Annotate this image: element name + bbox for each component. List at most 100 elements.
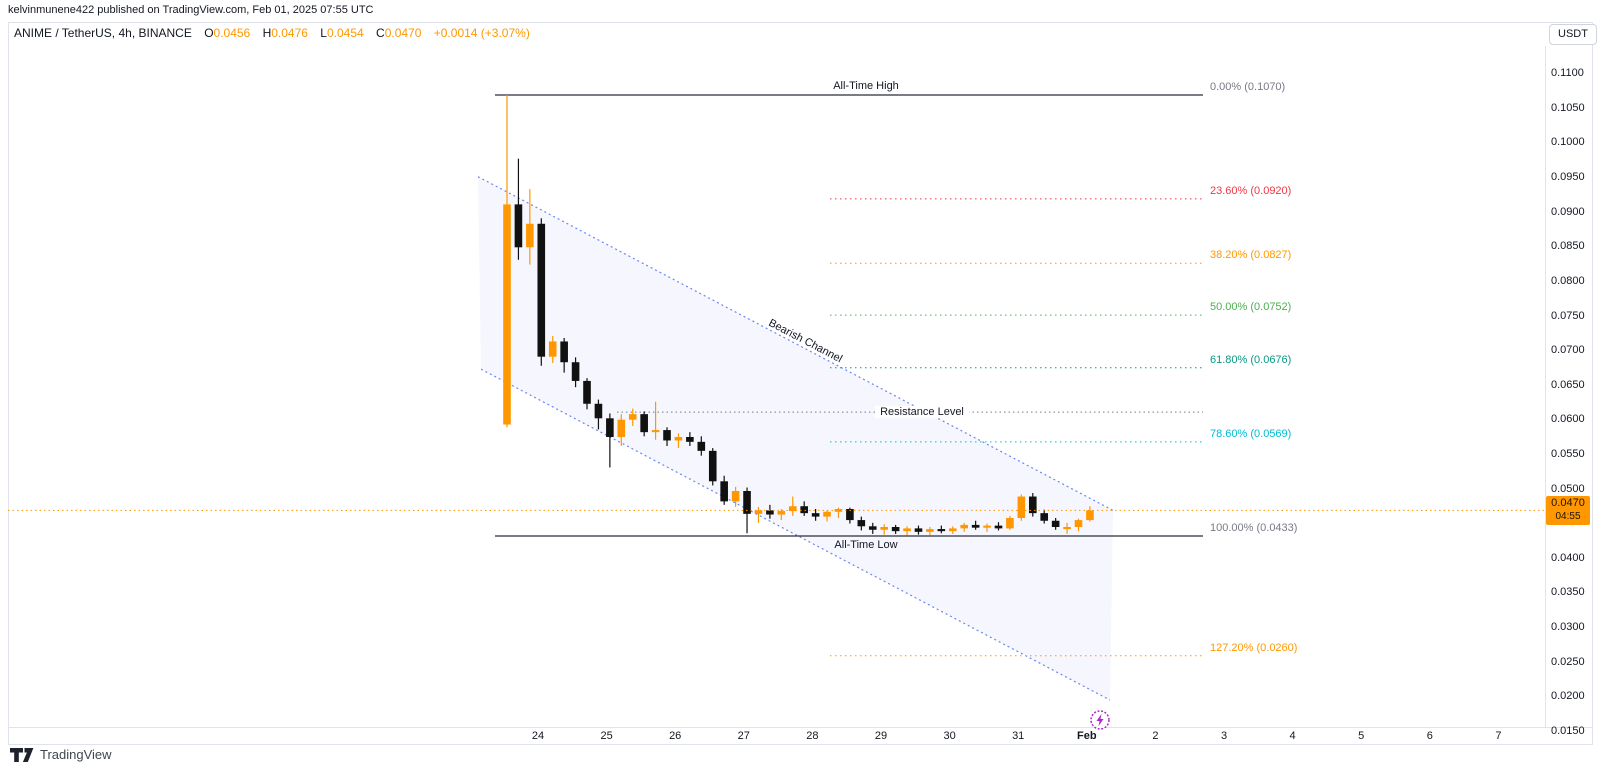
tradingview-logo-icon: [10, 747, 34, 762]
time-axis-tick: 6: [1426, 730, 1433, 742]
candle-body: [891, 526, 900, 532]
candle-body: [880, 526, 888, 530]
candle-body: [1086, 510, 1094, 521]
price-axis-tick: 0.0300: [1551, 621, 1585, 634]
candle-body: [994, 525, 1003, 529]
high-label: H: [262, 26, 272, 40]
time-axis-tick: 31: [1012, 730, 1025, 742]
candle-body: [617, 419, 626, 437]
candle-body: [731, 490, 740, 502]
candle-body: [766, 510, 774, 515]
price-axis-border: [1545, 46, 1546, 727]
candle-body: [1051, 520, 1060, 527]
time-axis-tick: 2: [1152, 730, 1159, 742]
low-label: L: [320, 26, 327, 40]
time-axis-border: [8, 727, 1592, 728]
candle-body: [777, 511, 786, 515]
candle-body: [926, 529, 934, 532]
time-axis-tick: 26: [669, 730, 682, 742]
candle-body: [811, 513, 820, 517]
open-value: 0.0456: [213, 26, 251, 40]
candle-body: [548, 341, 557, 357]
candle-body: [583, 380, 591, 404]
candle-body: [1074, 520, 1083, 527]
time-axis-tick: 3: [1220, 730, 1228, 742]
attribution-text: kelvinmunene422 published on TradingView…: [8, 4, 374, 16]
time-axis-tick: 7: [1495, 730, 1502, 742]
fib-level-label: 38.20% (0.0827): [1210, 249, 1292, 262]
all-time-low-label: All-Time Low: [834, 539, 898, 551]
price-axis-tick: 0.1050: [1551, 101, 1585, 114]
candle-body: [1063, 526, 1071, 530]
candle-body: [606, 418, 614, 437]
chart-legend: ANIME / TetherUS, 4h, BINANCE O0.0456 H0…: [14, 26, 530, 40]
candle-body: [674, 436, 683, 441]
candle-body: [503, 204, 511, 425]
price-axis-tick: 0.0900: [1551, 205, 1585, 218]
price-axis-tick: 0.0750: [1551, 309, 1585, 322]
candle-body: [754, 510, 763, 514]
candle-body: [960, 524, 968, 529]
candle-body: [1040, 513, 1049, 521]
widget-right-border: [1592, 22, 1593, 744]
fib-level-label: 100.00% (0.0433): [1210, 521, 1298, 534]
fib-level-label: 78.60% (0.0569): [1210, 427, 1292, 440]
time-axis-tick: 29: [874, 730, 888, 742]
candle-body: [914, 528, 923, 532]
candle-body: [800, 506, 808, 514]
candle-body: [903, 528, 911, 532]
candle-body: [720, 481, 728, 502]
candle-body: [937, 529, 946, 532]
candle-body: [628, 414, 637, 420]
candle-body: [948, 528, 957, 532]
candle-body: [697, 441, 706, 451]
open-label: O: [204, 26, 214, 40]
price-axis-tick: 0.0700: [1551, 344, 1585, 357]
bearish-channel-lower-line[interactable]: [480, 368, 1111, 701]
symbol-title[interactable]: ANIME / TetherUS, 4h, BINANCE: [14, 26, 192, 40]
candle-body: [537, 223, 546, 357]
tradingview-footer[interactable]: TradingView: [10, 747, 112, 762]
price-axis-tick: 0.0800: [1551, 274, 1585, 287]
price-axis-tick: 0.0500: [1551, 482, 1585, 495]
price-axis-tick: 0.1100: [1551, 67, 1584, 80]
candle-body: [823, 511, 831, 517]
close-value: 0.0470: [384, 26, 422, 40]
price-axis-tick: 0.0650: [1551, 378, 1585, 391]
low-value: 0.0454: [326, 26, 364, 40]
tradingview-logo-text: TradingView: [40, 747, 112, 762]
price-axis-tick: 0.0600: [1551, 413, 1585, 426]
price-axis-tick: 0.0850: [1551, 240, 1585, 253]
candle-body: [571, 362, 580, 381]
high-value: 0.0476: [271, 26, 308, 40]
bearish-channel-label: Bearish Channel: [766, 317, 845, 366]
candle-body: [868, 526, 877, 530]
candle-body: [983, 525, 991, 528]
candle-body: [514, 204, 523, 248]
change-value: +0.0014 (+3.07%): [433, 26, 530, 40]
currency-button[interactable]: USDT: [1549, 24, 1597, 45]
fib-level-label: 61.80% (0.0676): [1210, 353, 1292, 366]
fib-level-label: 50.00% (0.0752): [1210, 301, 1292, 314]
close-label: C: [376, 26, 385, 40]
candle-body: [846, 508, 854, 521]
price-axis-tick: 0.0250: [1551, 655, 1585, 668]
time-axis-tick: 27: [737, 730, 750, 742]
fib-level-label: 23.60% (0.0920): [1210, 184, 1292, 197]
time-axis-tick: Feb: [1077, 730, 1097, 742]
candle-body: [663, 430, 671, 441]
time-axis-tick: 5: [1358, 730, 1365, 742]
current-price-badge[interactable]: 0.0470 04:55: [1546, 496, 1590, 525]
widget-top-border: [8, 22, 1592, 23]
candle-body: [560, 341, 568, 363]
bearish-channel-upper-line[interactable]: [477, 176, 1114, 511]
price-axis-tick: 0.1000: [1551, 136, 1585, 149]
price-axis-tick: 0.0400: [1551, 551, 1585, 564]
candle-body: [708, 450, 717, 482]
time-axis-tick: 25: [600, 730, 613, 742]
current-price-value: 0.0470: [1551, 497, 1585, 509]
candle-body: [651, 430, 660, 433]
price-axis-tick: 0.0350: [1551, 586, 1585, 599]
